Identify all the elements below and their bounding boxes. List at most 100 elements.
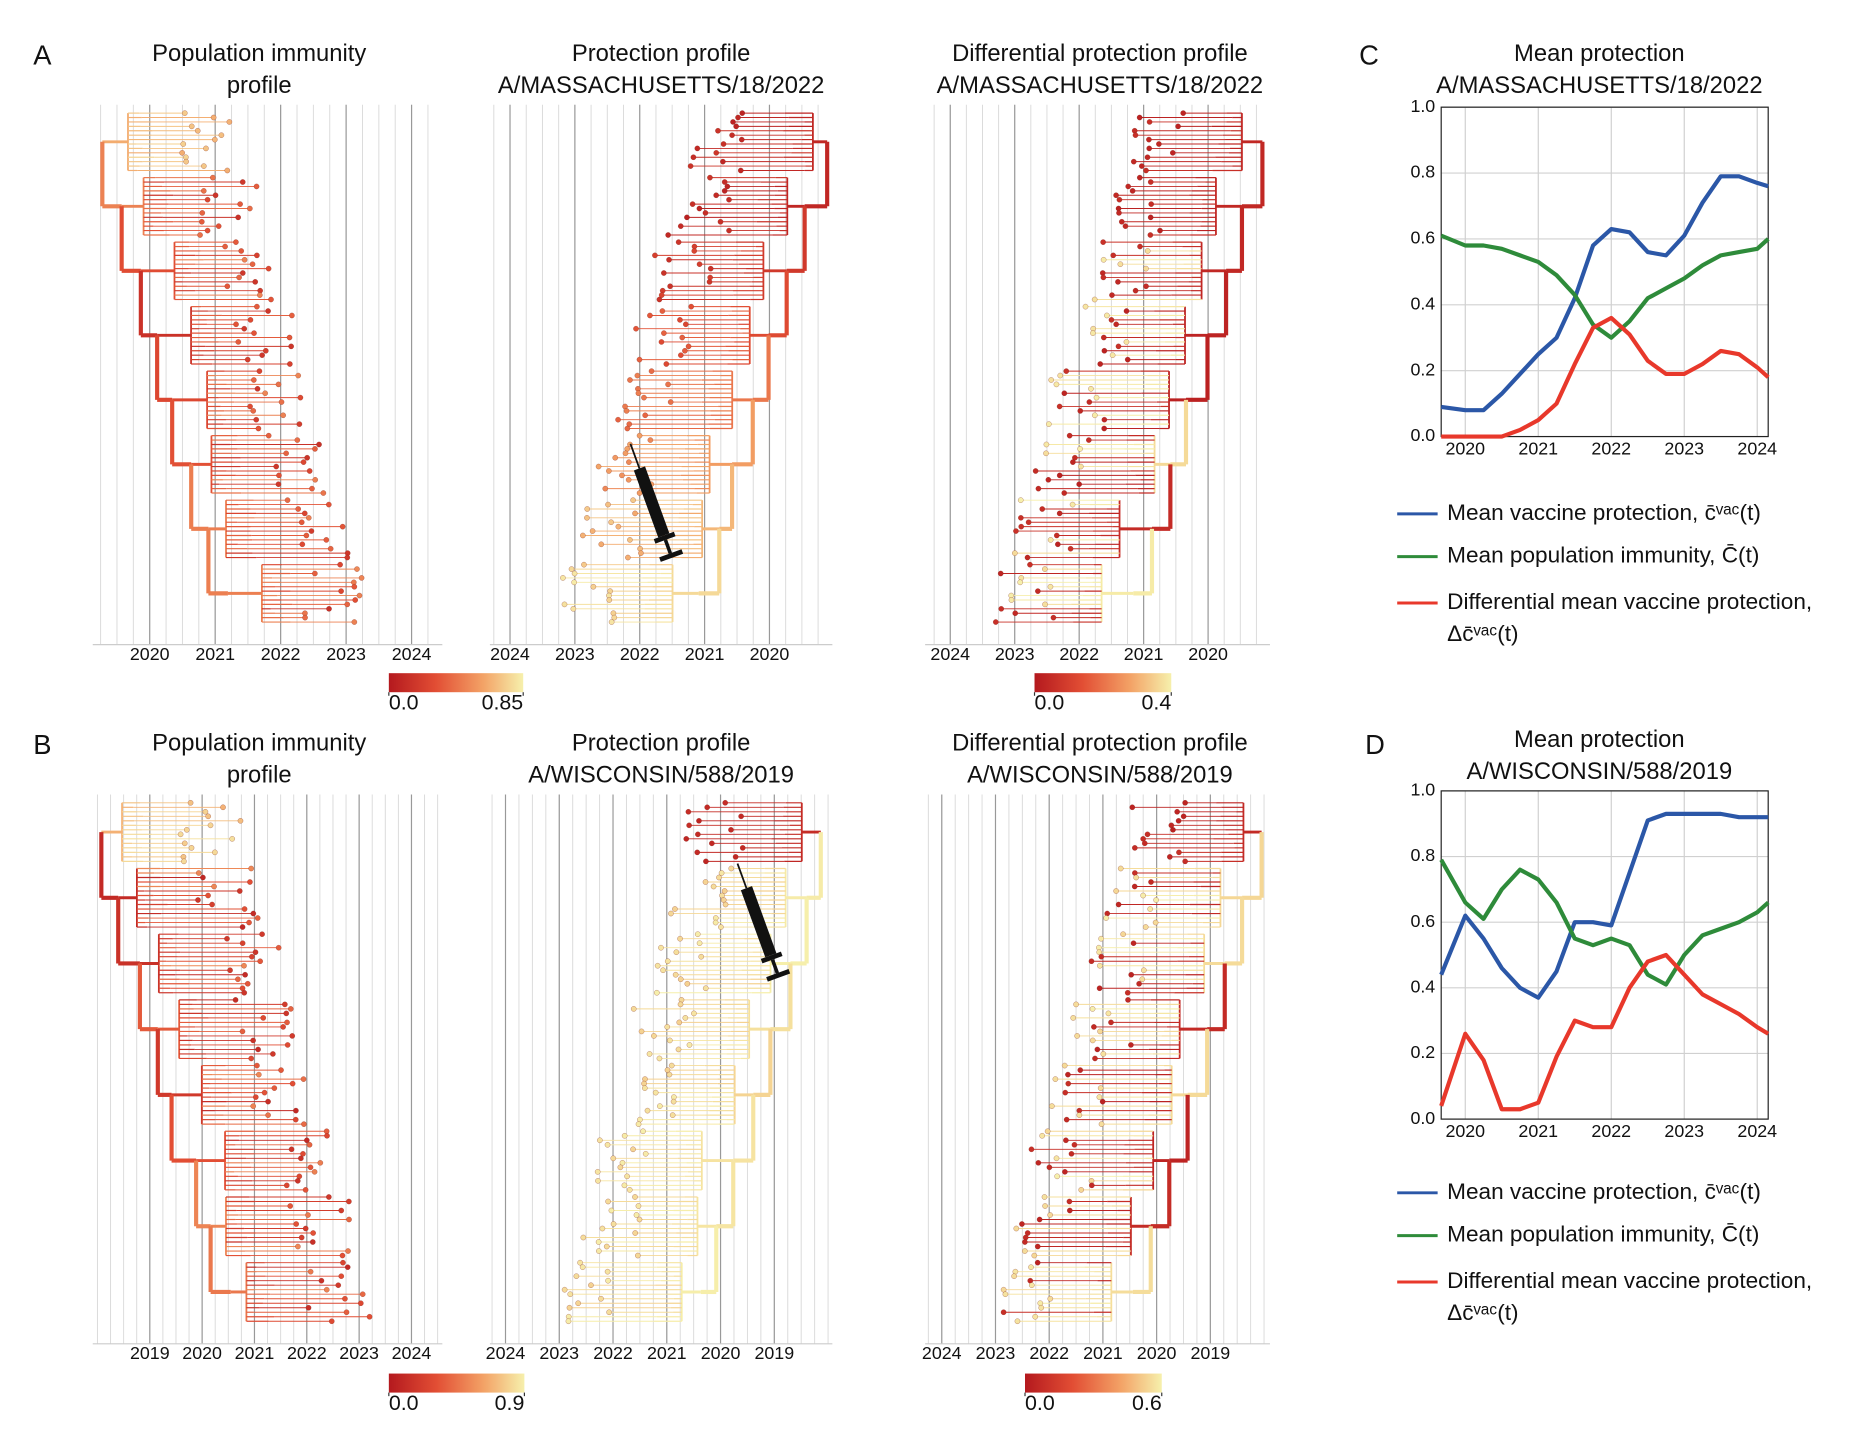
tree-tip: [1028, 1264, 1034, 1271]
tree-tip: [255, 425, 262, 432]
tree-tip: [694, 145, 701, 152]
tree-tip: [724, 183, 731, 190]
tree-tip: [268, 296, 274, 303]
tree-tip: [656, 1103, 663, 1109]
tree-tip: [732, 853, 739, 860]
tree-tip: [721, 188, 728, 194]
tree-tip: [205, 813, 212, 820]
tree-tip: [659, 308, 666, 314]
tree-tip: [1123, 339, 1130, 345]
tree-tip: [1105, 1010, 1112, 1017]
tree-tip: [195, 870, 202, 876]
tree-tip: [312, 446, 318, 452]
tree-tip: [647, 312, 653, 319]
tree-tip: [288, 343, 295, 350]
tree-tip: [1062, 1089, 1069, 1096]
panel-title-box: Protection profile A/MASSACHUSETTS/18/20…: [497, 40, 825, 99]
tree-tip: [235, 214, 242, 221]
colorbar: [388, 673, 524, 693]
tree-tip: [1046, 1164, 1053, 1171]
tree-tip: [595, 1177, 601, 1184]
tree-tip: [1097, 361, 1104, 367]
tree-tip: [1146, 136, 1152, 143]
y-tick-label: 0.8: [1410, 162, 1435, 182]
tree-tip: [1090, 330, 1096, 336]
panel-label: D: [1365, 729, 1385, 760]
tree-tip: [604, 1268, 611, 1275]
tree-tip: [211, 883, 217, 890]
tree-tip: [325, 501, 332, 508]
tree-tip: [346, 1198, 352, 1205]
tree-tip: [1086, 399, 1093, 405]
tree-tip: [252, 278, 259, 285]
tree-tip: [726, 227, 732, 234]
tree-tip: [275, 481, 282, 488]
tree-tip: [733, 123, 740, 130]
tree-tip: [992, 619, 999, 625]
tree-tip: [627, 537, 633, 543]
colorbar-tick-label: 0.0: [389, 1391, 419, 1415]
tree-tip: [728, 826, 734, 833]
x-tick-label: 2023: [539, 1343, 579, 1363]
tree-tip: [250, 910, 257, 917]
tree-tip: [300, 459, 307, 465]
tree-tip: [686, 822, 692, 829]
tree-tip: [579, 532, 586, 539]
tree-tip: [352, 597, 359, 603]
y-tick-label: 1.0: [1410, 780, 1435, 800]
tree-tip: [270, 1051, 276, 1057]
tree-tip: [621, 1182, 628, 1189]
tree-tip: [261, 1089, 268, 1096]
tree-tip: [682, 347, 688, 354]
tree-tip: [236, 274, 242, 281]
tree-tip: [997, 570, 1004, 577]
x-tick-label: 2021: [647, 1343, 687, 1363]
tree-tip: [1136, 114, 1143, 121]
tree-tip: [1110, 252, 1117, 259]
tree-tip: [642, 412, 649, 419]
tree-tip: [584, 514, 590, 521]
tree-tip: [605, 1198, 611, 1205]
tree-tip: [1130, 158, 1137, 165]
tree-tip: [235, 339, 242, 345]
tree-tip: [253, 183, 260, 190]
tree-tip: [309, 485, 315, 492]
tree-tip: [1098, 1121, 1105, 1128]
tree-tip: [194, 127, 201, 134]
tree-tip: [596, 1137, 603, 1144]
tree-tip: [1113, 888, 1119, 894]
x-tick-label: 2020: [1445, 1121, 1485, 1141]
tree-tip: [1124, 989, 1131, 996]
plot-frame: [1440, 790, 1769, 1120]
tree-tip: [615, 416, 621, 423]
tree-tip: [665, 381, 671, 388]
tree-tip: [276, 472, 282, 479]
tree-tip: [302, 614, 308, 621]
tree-tip: [626, 1186, 633, 1193]
tree-tip: [1138, 163, 1145, 169]
panel-title: Protection profile A/MASSACHUSETTS/18/20…: [497, 40, 825, 99]
tree-tip: [1065, 1071, 1071, 1078]
tree-tip: [728, 865, 735, 872]
tree-tip: [1047, 583, 1054, 590]
tree-tip: [641, 394, 647, 401]
tree-tip: [642, 1150, 649, 1157]
series-line: [1440, 233, 1770, 340]
panel-title: Differential protection profile A/WISCON…: [952, 730, 1248, 789]
tree-tip: [359, 1291, 366, 1298]
tree-tip: [706, 278, 713, 285]
tree-tip: [656, 296, 663, 303]
tree-tip: [280, 412, 287, 419]
tree-tip: [1122, 223, 1129, 230]
tree-tip: [580, 1234, 587, 1241]
tree-tip: [295, 506, 302, 512]
tree-tip: [328, 1318, 335, 1325]
tree-tip: [278, 399, 285, 405]
tree-tip: [179, 149, 186, 156]
tree-tip: [1024, 554, 1031, 561]
tree-tip: [634, 1252, 641, 1259]
tree-tip: [283, 1182, 290, 1189]
tree-tip: [735, 114, 741, 121]
tree-tip: [595, 1239, 602, 1245]
